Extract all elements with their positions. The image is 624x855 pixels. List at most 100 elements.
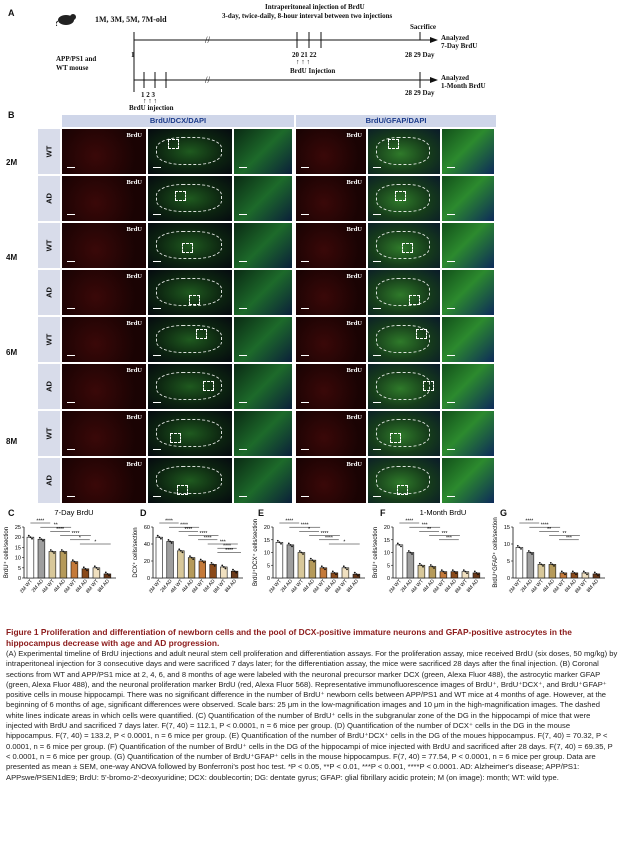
y-tick-label: 10 (384, 551, 390, 557)
y-tick-label: 15 (15, 545, 21, 551)
data-point (222, 566, 225, 568)
data-point (400, 545, 402, 548)
data-point (287, 542, 290, 545)
scale-bar (239, 166, 247, 168)
micrograph-2m-wt-col1: BrdU (62, 129, 146, 174)
data-point (93, 565, 96, 568)
sig-label: **** (285, 519, 293, 525)
sig-label: *** (446, 535, 452, 541)
scale-bar (67, 354, 75, 356)
data-point (593, 571, 596, 574)
dg-outline (376, 325, 430, 353)
x-tick-label: 8M AD (224, 578, 238, 594)
scale-bar (153, 213, 161, 215)
scale-bar (67, 401, 75, 403)
scale-bar (373, 401, 381, 403)
y-axis-label: DCX⁺ cells/section (132, 527, 139, 577)
dg-outline (376, 278, 430, 306)
micrograph-4m-wt-col6 (442, 223, 494, 268)
timeline-days-28-29-bottom: 28 29 Day (405, 89, 435, 97)
scale-bar (67, 260, 75, 262)
data-point (409, 551, 412, 554)
scale-bar (447, 495, 455, 497)
data-point (584, 572, 587, 574)
channel-label: BrdU (126, 367, 142, 374)
data-point (291, 545, 293, 548)
micrograph-2m-ad-col2 (148, 176, 232, 221)
data-point (418, 562, 421, 565)
data-point (313, 560, 315, 563)
dg-outline (156, 137, 222, 165)
data-point (411, 553, 413, 555)
data-point (355, 573, 358, 576)
data-point (453, 570, 456, 573)
timeline-diagram: // // (133, 32, 438, 92)
scale-bar (373, 166, 381, 168)
timeline-days-20-22: 20 21 22 (292, 51, 317, 59)
data-point (346, 568, 348, 571)
zoom-box (170, 433, 181, 443)
dg-outline (156, 419, 222, 447)
micrograph-8m-wt-col6 (442, 411, 494, 456)
data-point (84, 567, 87, 570)
scale-bar (67, 166, 75, 168)
panel-letter-c: C (8, 508, 15, 518)
chart-title: 1-Month BrdU (420, 508, 467, 517)
scale-bar (153, 307, 161, 309)
sig-label: *** (566, 535, 572, 541)
channel-label: BrdU (126, 226, 142, 233)
y-tick-label: 20 (264, 525, 270, 531)
timeline-mouse-label-1: APP/PS1 and (56, 55, 97, 63)
y-axis-label: BrdU⁺ cells/section (3, 527, 10, 578)
scale-bar (239, 495, 247, 497)
micrograph-4m-wt-col3 (234, 223, 292, 268)
data-point (189, 555, 191, 557)
y-tick-label: 10 (264, 551, 270, 557)
data-point (53, 552, 55, 554)
data-point (235, 571, 238, 574)
data-point (232, 568, 234, 571)
y-tick-label: 15 (264, 538, 270, 544)
data-point (179, 549, 182, 552)
timeline-days-123: 1 2 3 (141, 91, 155, 99)
sig-label: **** (184, 527, 192, 533)
scale-bar (67, 448, 75, 450)
sig-label: **** (525, 519, 533, 525)
dg-outline (376, 137, 430, 165)
scale-bar (239, 260, 247, 262)
data-point (549, 562, 552, 564)
x-tick-label: 2M WT (19, 578, 34, 594)
bar (209, 564, 217, 579)
bar (395, 544, 404, 579)
data-point (420, 564, 423, 567)
y-tick-label: 0 (18, 576, 21, 582)
bar (48, 551, 57, 579)
sig-label: ** (563, 531, 567, 537)
bar (177, 550, 185, 579)
micrograph-4m-ad-col1: BrdU (62, 270, 146, 315)
timeline-mouse-label-2: WT mouse (56, 64, 89, 72)
mouse-icon (55, 12, 76, 27)
dg-outline (156, 231, 222, 259)
data-point (278, 541, 281, 544)
micrograph-6m-wt-col4: BrdU (296, 317, 366, 362)
data-point (564, 573, 566, 576)
y-tick-label: 20 (144, 559, 150, 565)
micrograph-2m-wt-col5 (368, 129, 440, 174)
data-point (160, 537, 162, 540)
channel-label: BrdU (346, 461, 362, 468)
timeline-ages: 1M, 3M, 5M, 7M-old (95, 15, 167, 24)
micrograph-4m-ad-col4: BrdU (296, 270, 366, 315)
data-point (473, 570, 476, 573)
data-point (433, 567, 435, 569)
data-point (95, 566, 98, 569)
panel-letter-a: A (8, 8, 15, 18)
data-point (178, 548, 181, 551)
scale-bar (153, 354, 161, 356)
micrograph-2m-ad-col3 (234, 176, 292, 221)
data-point (440, 569, 443, 572)
data-point (86, 569, 88, 572)
bar (297, 552, 306, 579)
sig-label: **** (200, 531, 208, 537)
